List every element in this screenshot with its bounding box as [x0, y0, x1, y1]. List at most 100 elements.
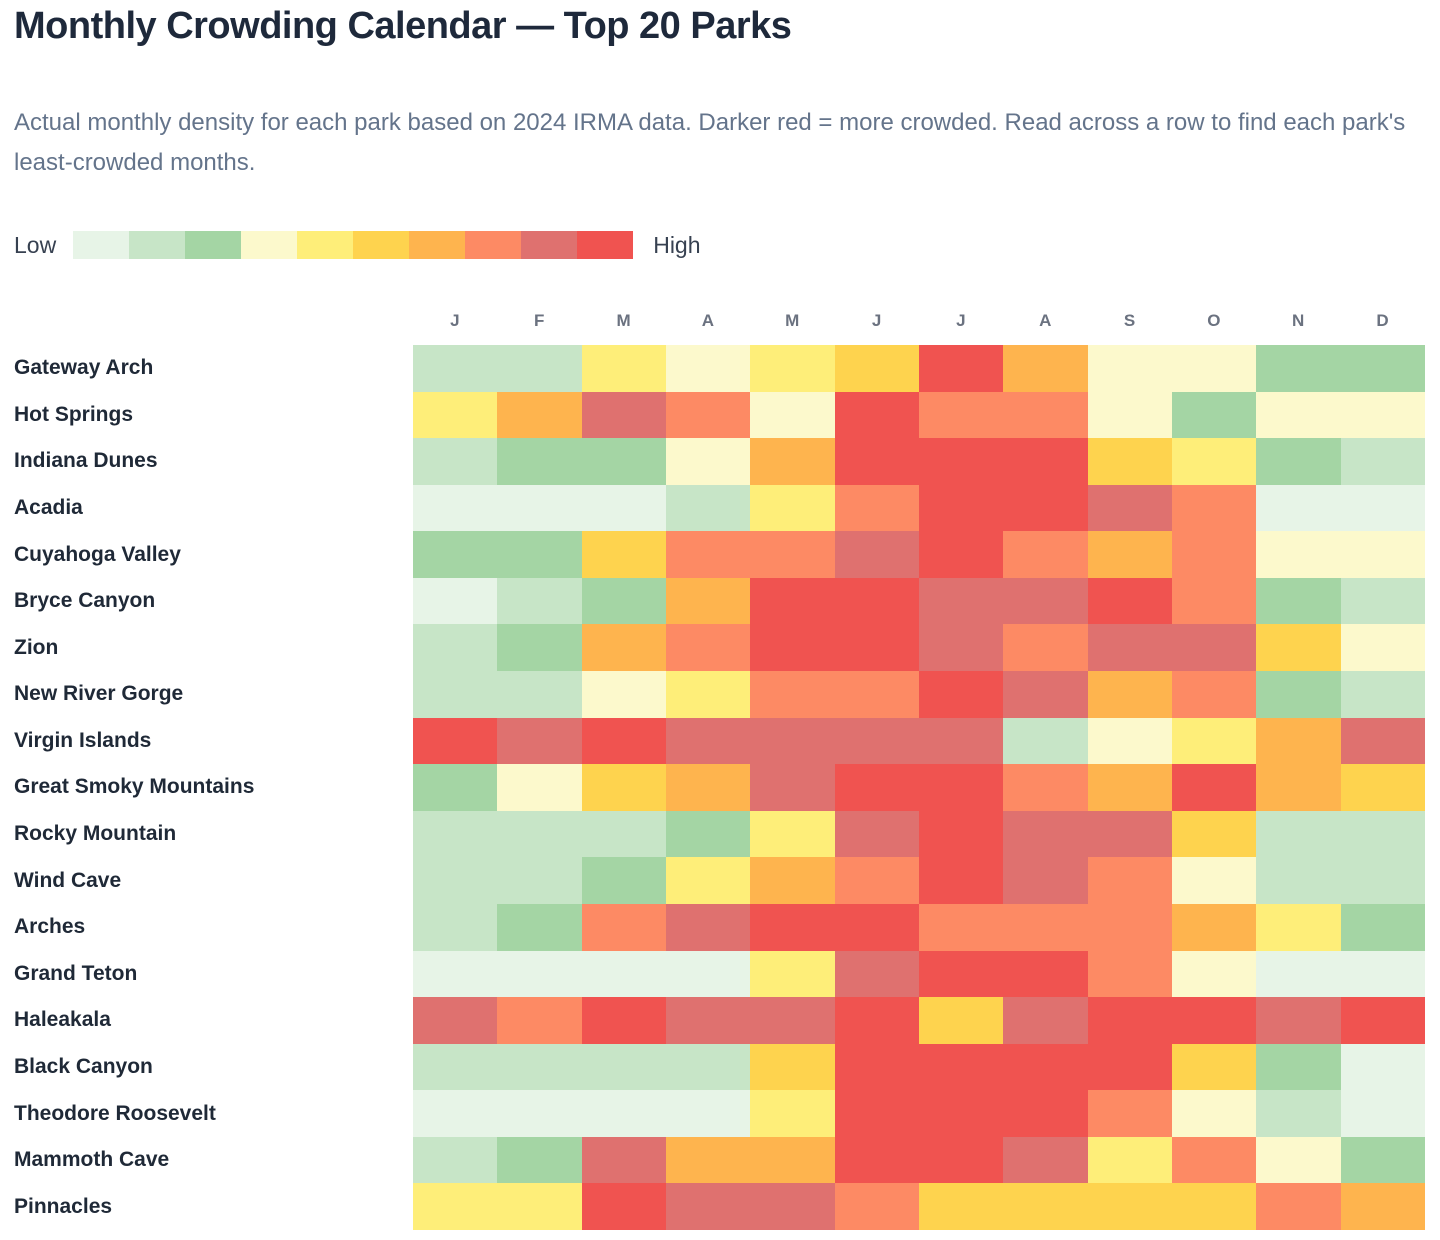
- heatmap-cell: [1171, 531, 1257, 578]
- heatmap-cell: [750, 857, 835, 904]
- heatmap-cell: [1171, 1183, 1257, 1230]
- heatmap-cell: [497, 438, 582, 485]
- heatmap-cell: [750, 1183, 835, 1230]
- heatmap-cell: [1087, 577, 1172, 625]
- heatmap-cell: [581, 903, 666, 951]
- heatmap-cell: [413, 577, 498, 625]
- heatmap-cell: [1171, 997, 1257, 1044]
- legend-swatch: [297, 231, 354, 259]
- heatmap-cell: [497, 391, 582, 439]
- heatmap-cell: [497, 624, 582, 672]
- heatmap-cell: [1340, 857, 1425, 904]
- heatmap-cell: [1256, 1136, 1341, 1184]
- heatmap-cell: [1171, 438, 1257, 485]
- month-header-spacer: [14, 311, 413, 331]
- heatmap-cell: [1003, 671, 1088, 718]
- heatmap-cell: [497, 810, 582, 858]
- heatmap-cell: [1171, 671, 1257, 718]
- heatmap-cell: [918, 810, 1004, 858]
- heatmap-cell: [750, 624, 835, 672]
- legend-swatch: [521, 231, 578, 259]
- heatmap-cell: [918, 1136, 1004, 1184]
- heatmap-cell: [1340, 531, 1425, 578]
- heatmap-cell: [834, 1090, 919, 1137]
- heatmap-cell: [918, 438, 1004, 485]
- heatmap-cell: [1171, 484, 1257, 532]
- heatmap-cell: [918, 903, 1004, 951]
- heatmap-cell: [1171, 345, 1257, 392]
- heatmap-cell: [1087, 764, 1172, 811]
- heatmap-cell: [413, 624, 498, 672]
- legend-swatch: [353, 231, 410, 259]
- heatmap-cell: [918, 345, 1004, 392]
- month-label: F: [534, 311, 545, 330]
- heatmap-cell: [834, 903, 919, 951]
- heatmap-cell: [665, 484, 751, 532]
- heatmap-cell: [581, 1090, 666, 1137]
- legend-swatch: [409, 231, 466, 259]
- heatmap-cell: [834, 857, 919, 904]
- heatmap-cell: [497, 903, 582, 951]
- heatmap-cell: [665, 1183, 751, 1230]
- heatmap-cell: [1256, 671, 1341, 718]
- legend-low-label: Low: [14, 231, 57, 258]
- heatmap-cell: [1087, 438, 1172, 485]
- heatmap-cell: [1256, 1183, 1341, 1230]
- heatmap-cell: [581, 624, 666, 672]
- heatmap-cell: [413, 531, 498, 578]
- heatmap-cell: [413, 391, 498, 439]
- park-row-label: Cuyahoga Valley: [14, 542, 181, 566]
- heatmap-cell: [497, 1136, 582, 1184]
- month-label: A: [701, 311, 715, 330]
- heatmap-cell: [750, 345, 835, 392]
- legend-color-scale: [73, 231, 634, 259]
- legend-high-label: High: [653, 231, 701, 258]
- heatmap-cell: [497, 484, 582, 532]
- heatmap-cell: [1340, 624, 1425, 672]
- legend: Low High: [14, 231, 1425, 259]
- heatmap-cell: [1003, 764, 1088, 811]
- park-row-label: Bryce Canyon: [14, 589, 156, 613]
- heatmap-cell: [413, 1183, 498, 1230]
- heatmap-cell: [1340, 1183, 1425, 1230]
- heatmap-cell: [918, 531, 1004, 578]
- heatmap-cell: [497, 950, 582, 998]
- heatmap-cell: [750, 577, 835, 625]
- heatmap-cell: [665, 391, 751, 439]
- heatmap-cell: [1003, 484, 1088, 532]
- heatmap-cell: [665, 671, 751, 718]
- heatmap-cell: [665, 997, 751, 1044]
- heatmap-cell: [750, 438, 835, 485]
- park-row-label: New River Gorge: [14, 682, 184, 706]
- heatmap-cell: [1003, 345, 1088, 392]
- heatmap-cell: [750, 717, 835, 765]
- park-row-label: Hot Springs: [14, 402, 133, 426]
- heatmap-cell: [1171, 624, 1257, 672]
- heatmap-cell: [665, 950, 751, 998]
- heatmap-cell: [834, 671, 919, 718]
- heatmap-cell: [665, 531, 751, 578]
- heatmap-cell: [497, 1090, 582, 1137]
- heatmap-cell: [1256, 484, 1341, 532]
- heatmap-cell: [1087, 484, 1172, 532]
- park-row-label: Pinnacles: [14, 1194, 113, 1218]
- month-label: O: [1207, 311, 1221, 330]
- park-row-label: Arches: [14, 915, 86, 939]
- month-label: A: [1039, 311, 1052, 330]
- heatmap-cell: [1340, 345, 1425, 392]
- heatmap-cell: [918, 857, 1004, 904]
- heatmap-cell: [1340, 903, 1425, 951]
- heatmap-cell: [581, 950, 666, 998]
- park-row-label: Haleakala: [14, 1008, 111, 1032]
- heatmap-cell: [413, 671, 498, 718]
- heatmap-cell: [665, 1043, 751, 1091]
- heatmap-cell: [1087, 903, 1172, 951]
- heatmap-cell: [497, 717, 582, 765]
- heatmap-cell: [834, 484, 919, 532]
- heatmap-cell: [750, 1136, 835, 1184]
- park-row-label: Black Canyon: [14, 1054, 153, 1078]
- heatmap-cell: [497, 764, 582, 811]
- heatmap-cell: [750, 903, 835, 951]
- heatmap-cell: [497, 531, 582, 578]
- heatmap-cell: [581, 671, 666, 718]
